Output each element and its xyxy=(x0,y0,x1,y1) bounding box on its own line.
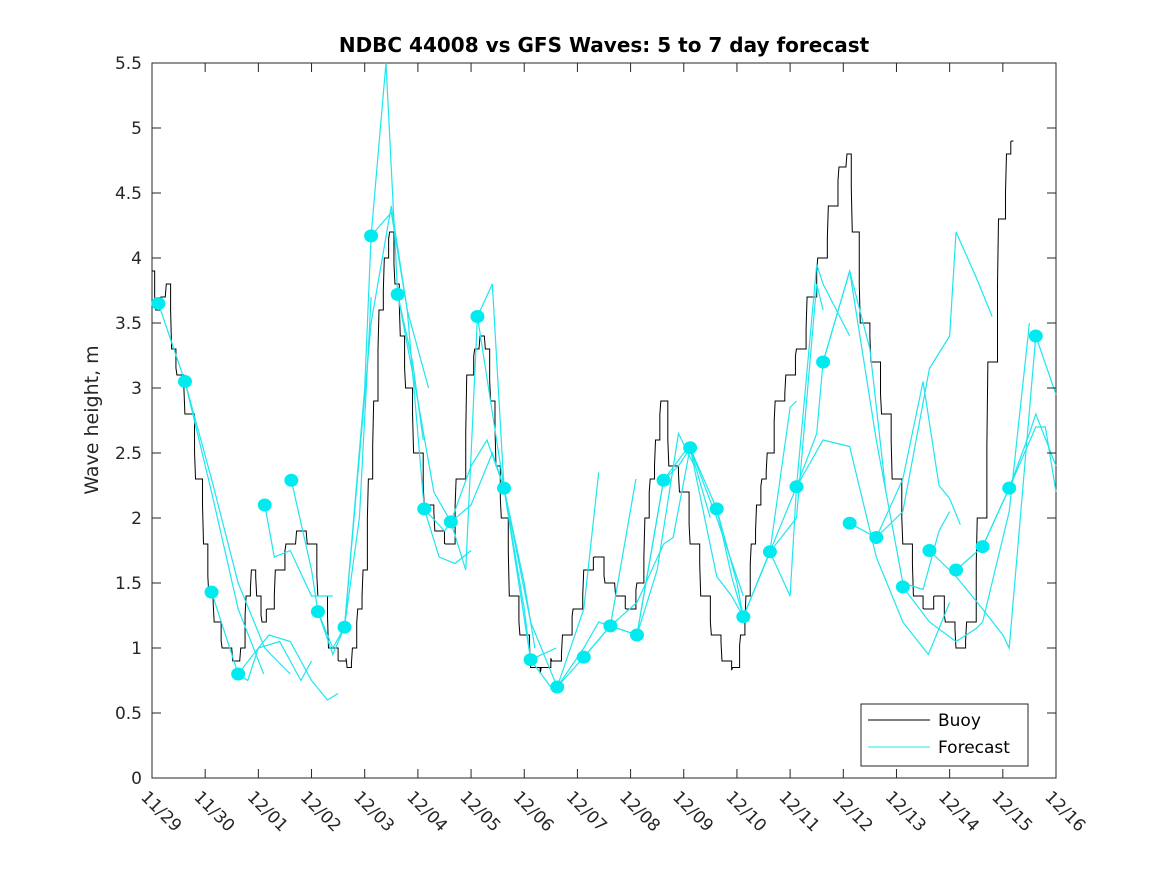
y-tick-label: 0.5 xyxy=(115,704,142,724)
x-tick-label: 12/13 xyxy=(881,787,930,836)
forecast-marker xyxy=(1028,329,1043,343)
forecast-marker xyxy=(709,502,724,516)
forecast-markers xyxy=(151,229,1043,694)
x-tick-label: 12/08 xyxy=(615,787,664,836)
forecast-marker xyxy=(869,531,884,544)
forecast-marker xyxy=(231,667,246,681)
forecast-marker xyxy=(736,610,751,624)
y-tick-label: 3 xyxy=(131,379,142,399)
y-tick-label: 3.5 xyxy=(115,314,142,334)
forecast-line xyxy=(982,426,1057,547)
x-tick-label: 12/06 xyxy=(509,787,558,836)
forecast-marker xyxy=(576,650,591,664)
x-tick-label: 12/02 xyxy=(296,787,345,836)
forecast-marker xyxy=(603,619,618,633)
x-tick-label: 12/05 xyxy=(456,787,505,836)
forecast-line xyxy=(397,283,505,571)
forecast-marker xyxy=(177,375,192,388)
forecast-marker xyxy=(1002,481,1017,495)
y-tick-label: 4 xyxy=(131,249,142,269)
forecast-marker xyxy=(443,515,458,529)
y-tick-label: 5.5 xyxy=(115,54,142,74)
legend-box xyxy=(860,703,1029,767)
buoy-line xyxy=(152,140,1014,674)
forecast-line xyxy=(423,438,536,649)
y-tick-label: 5 xyxy=(131,119,142,139)
forecast-line xyxy=(795,439,951,656)
forecast-marker xyxy=(497,481,512,495)
forecast-marker xyxy=(895,580,910,594)
forecast-marker xyxy=(257,498,272,512)
x-tick-label: 11/29 xyxy=(136,787,185,836)
forecast-marker xyxy=(629,628,644,642)
forecast-line xyxy=(184,381,291,675)
forecast-line xyxy=(875,231,993,538)
forecast-marker xyxy=(842,516,857,530)
y-axis: 0 0.5 1 1.5 2 2.5 3 3.5 4 4.5 5 5.5 xyxy=(115,54,1056,789)
y-tick-label: 1.5 xyxy=(115,574,142,594)
forecast-marker xyxy=(470,310,485,323)
forecast-marker xyxy=(417,502,432,516)
forecast-line xyxy=(237,634,339,701)
forecast-marker xyxy=(949,563,964,577)
forecast-marker xyxy=(204,585,219,599)
forecast-marker xyxy=(337,620,352,634)
legend-forecast-label: Forecast xyxy=(938,738,1010,758)
forecast-marker xyxy=(816,355,831,369)
x-tick-label: 11/30 xyxy=(190,787,239,836)
forecast-marker xyxy=(310,605,325,619)
x-tick-label: 12/14 xyxy=(934,787,983,836)
x-tick-label: 12/04 xyxy=(402,787,451,836)
x-tick-label: 12/03 xyxy=(349,787,398,836)
forecast-marker xyxy=(975,540,990,554)
forecast-line xyxy=(609,445,744,627)
x-tick-label: 12/01 xyxy=(243,787,292,836)
forecast-line xyxy=(290,296,372,650)
forecast-marker xyxy=(656,473,671,487)
forecast-marker xyxy=(922,544,937,557)
buoy-series xyxy=(152,140,1014,674)
y-tick-label: 0 xyxy=(131,769,142,789)
forecast-marker xyxy=(550,680,565,694)
chart-title: NDBC 44008 vs GFS Waves: 5 to 7 day fore… xyxy=(339,33,870,57)
y-tick-label: 1 xyxy=(131,639,142,659)
forecast-line xyxy=(157,303,265,675)
x-tick-label: 12/15 xyxy=(987,787,1036,836)
x-tick-label: 12/11 xyxy=(775,787,824,836)
axes-box xyxy=(151,62,1057,779)
y-axis-label: Wave height, m xyxy=(81,345,103,494)
x-tick-label: 12/09 xyxy=(668,787,717,836)
x-tick-label: 12/07 xyxy=(562,787,611,836)
legend: Buoy Forecast xyxy=(860,703,1029,767)
legend-buoy-label: Buoy xyxy=(938,711,981,731)
x-tick-label: 12/10 xyxy=(721,787,770,836)
forecast-marker xyxy=(762,545,777,559)
forecast-line xyxy=(343,62,424,628)
forecast-line xyxy=(264,504,333,597)
y-tick-label: 2.5 xyxy=(115,444,142,464)
forecast-marker xyxy=(151,297,166,310)
plot-area xyxy=(151,62,1057,779)
forecast-marker xyxy=(364,229,379,243)
forecast-marker xyxy=(683,441,698,455)
x-tick-label: 12/16 xyxy=(1040,787,1089,836)
y-tick-label: 2 xyxy=(131,509,142,529)
forecast-marker xyxy=(523,653,538,667)
forecast-marker xyxy=(789,480,804,494)
forecast-marker xyxy=(390,287,405,301)
x-tick-label: 12/12 xyxy=(828,787,877,836)
y-tick-label: 4.5 xyxy=(115,184,142,204)
forecast-line xyxy=(902,322,1031,643)
forecast-marker xyxy=(284,473,299,487)
